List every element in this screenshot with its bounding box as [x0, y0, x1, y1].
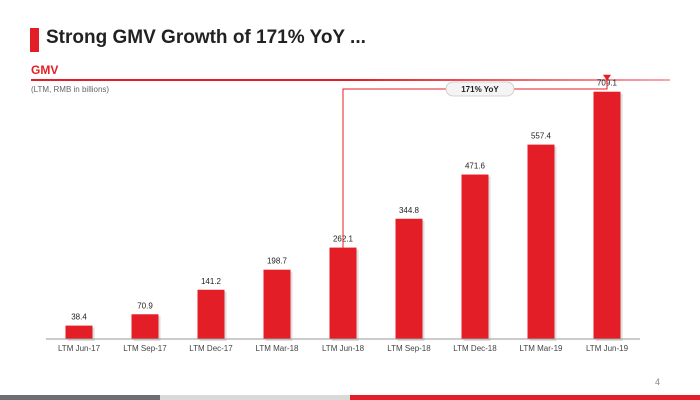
data-label: 198.7 [267, 257, 288, 266]
bar [527, 144, 555, 339]
section-divider [31, 79, 670, 81]
data-label: 70.9 [137, 301, 153, 310]
yoy-badge [445, 81, 515, 97]
bar [461, 174, 489, 339]
yoy-badge-label: 171% YoY [461, 85, 499, 94]
page-number: 4 [654, 377, 660, 387]
x-tick-label: LTM Mar-19 [520, 344, 564, 353]
data-label: 141.2 [201, 277, 222, 286]
title-accent-bar [30, 28, 39, 52]
x-tick-label: LTM Jun-17 [58, 344, 101, 353]
x-tick-label: LTM Dec-18 [453, 344, 497, 353]
bar [65, 325, 93, 339]
data-label: 471.6 [465, 162, 486, 171]
bar [197, 289, 225, 339]
bar [131, 314, 159, 339]
x-tick-label: LTM Sep-17 [123, 344, 167, 353]
units-note: (LTM, RMB in billions) [31, 85, 110, 94]
footer-bar-red [350, 395, 700, 400]
bar [395, 218, 423, 339]
page-title: Strong GMV Growth of 171% YoY ... [46, 27, 366, 48]
x-tick-label: LTM Mar-18 [256, 344, 300, 353]
x-tick-label: LTM Jun-19 [586, 344, 629, 353]
footer-bar-gray [0, 395, 160, 400]
x-tick-label: LTM Dec-17 [189, 344, 233, 353]
yoy-arrow-head [603, 74, 611, 81]
x-tick-label: LTM Jun-18 [322, 344, 365, 353]
data-label: 344.8 [399, 206, 420, 215]
x-tick-label: LTM Sep-18 [387, 344, 431, 353]
bar [593, 91, 621, 339]
data-label: 38.4 [71, 313, 87, 322]
footer-bar-light [160, 395, 350, 400]
bar [263, 269, 291, 339]
section-label: GMV [31, 63, 59, 77]
bar [329, 247, 357, 339]
data-label: 557.4 [531, 132, 552, 141]
